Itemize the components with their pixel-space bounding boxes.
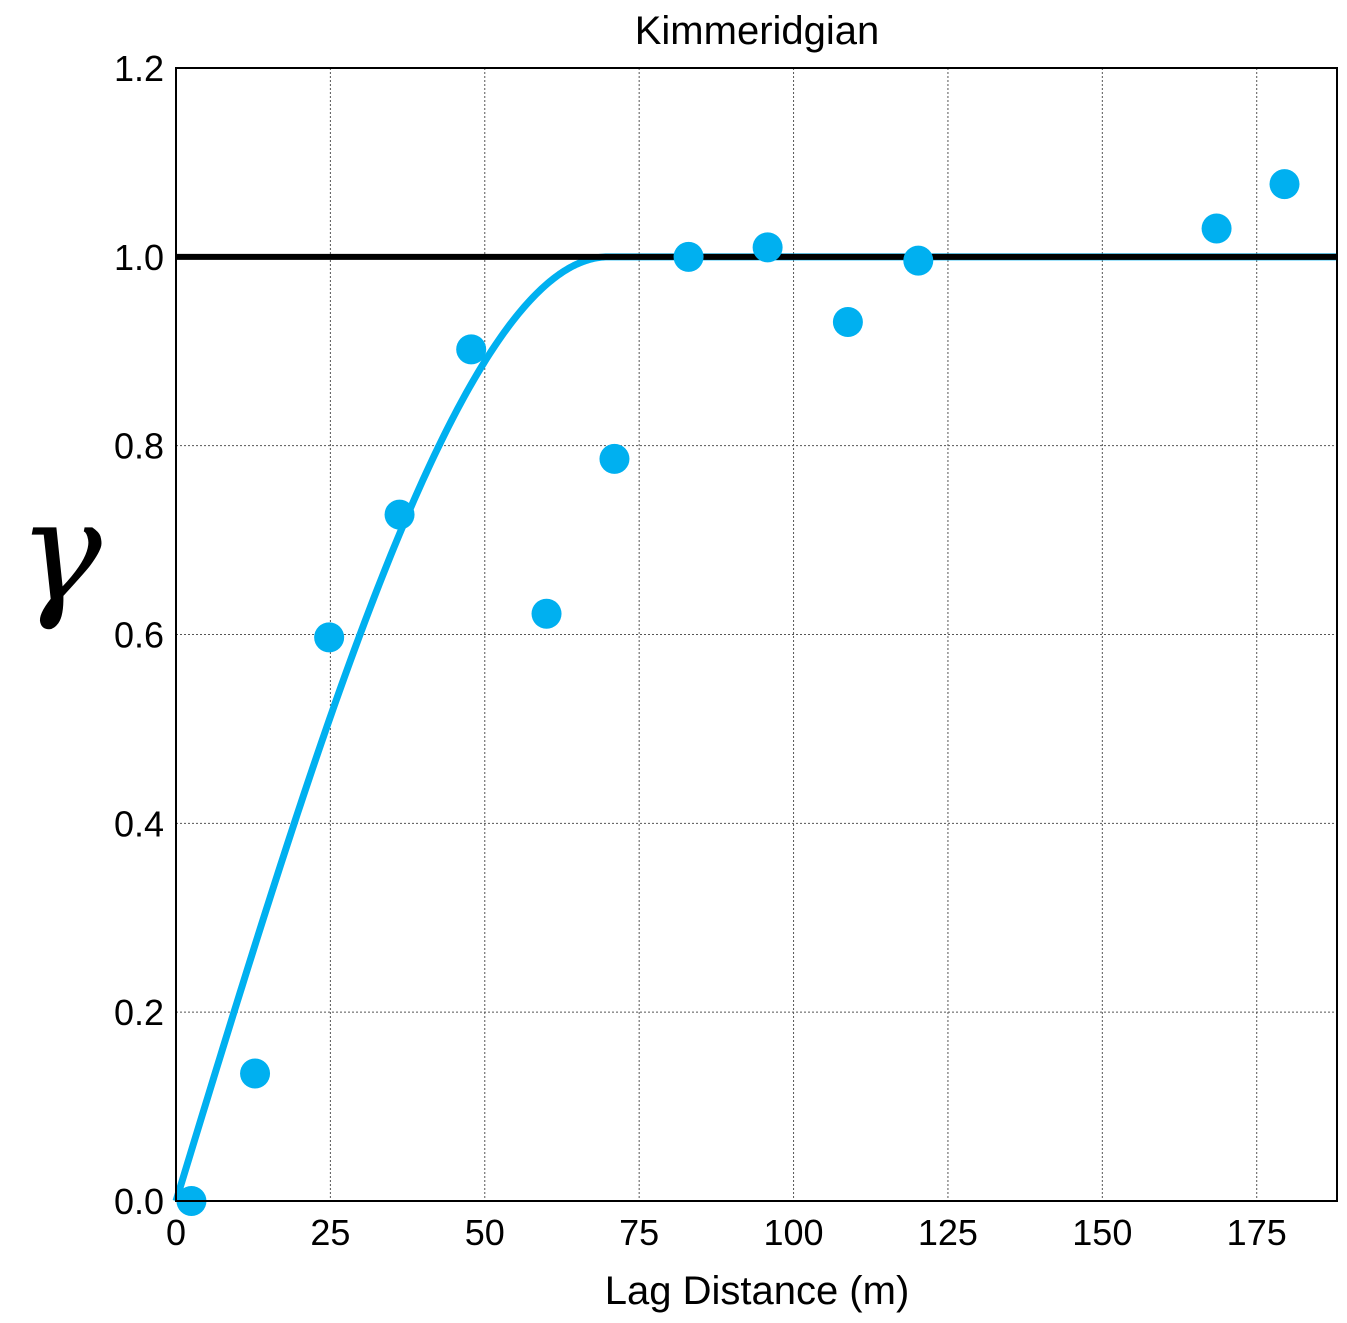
y-tick-label: 0.6 <box>114 615 164 656</box>
x-tick-label: 25 <box>310 1212 350 1253</box>
y-axis-ticks: 0.0 0.2 0.4 0.6 0.8 1.0 1.2 <box>114 48 164 1222</box>
x-axis-label: Lag Distance (m) <box>605 1269 910 1313</box>
spherical-model-curve <box>172 253 1338 1203</box>
y-axis-label: γ <box>18 471 102 634</box>
y-tick-label: 0.8 <box>114 426 164 467</box>
data-point <box>314 622 345 653</box>
data-point <box>240 1058 271 1089</box>
data-point <box>384 499 415 530</box>
x-tick-label: 75 <box>619 1212 659 1253</box>
data-point <box>752 232 783 263</box>
data-point <box>673 241 704 272</box>
y-tick-label: 1.0 <box>114 237 164 278</box>
y-tick-label: 0.2 <box>114 992 164 1033</box>
data-point <box>1201 213 1232 244</box>
data-point <box>903 245 934 276</box>
x-tick-label: 175 <box>1227 1212 1287 1253</box>
data-points <box>176 169 1300 1216</box>
x-tick-label: 0 <box>166 1212 186 1253</box>
x-axis-ticks: 0 25 50 75 100 125 150 175 <box>166 1212 1287 1253</box>
y-tick-label: 1.2 <box>114 48 164 89</box>
model-lines <box>172 253 1338 1203</box>
y-tick-label: 0.4 <box>114 803 164 844</box>
data-point <box>456 334 487 365</box>
chart-title: Kimmeridgian <box>635 9 880 53</box>
data-point <box>832 306 863 337</box>
data-point <box>599 443 630 474</box>
data-point <box>1269 169 1300 200</box>
x-tick-label: 50 <box>465 1212 505 1253</box>
x-tick-label: 150 <box>1072 1212 1132 1253</box>
y-tick-label: 0.0 <box>114 1181 164 1222</box>
x-tick-label: 100 <box>764 1212 824 1253</box>
data-point <box>531 598 562 629</box>
x-tick-label: 125 <box>918 1212 978 1253</box>
plot-frame <box>175 67 1338 1202</box>
